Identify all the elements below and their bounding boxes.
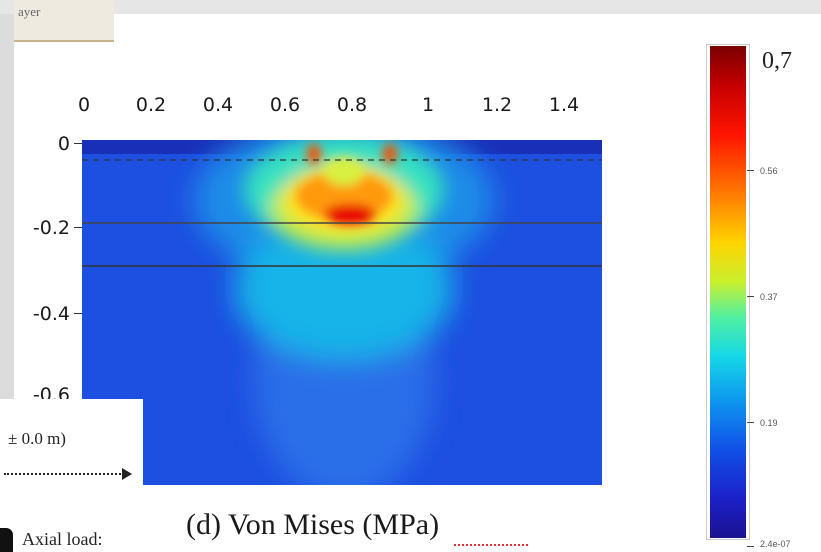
- colorbar-tick: [747, 422, 754, 423]
- y-tick-label: -0.4: [32, 303, 70, 325]
- y-tick-mark: [74, 313, 82, 314]
- axial-load-label: Axial load:: [22, 529, 103, 549]
- overlay-panel[interactable]: ± 0.0 m): [0, 399, 143, 485]
- x-tick-label: 0.6: [269, 94, 301, 116]
- colorbar-tick: [747, 546, 754, 547]
- x-tick-label: 1.4: [548, 94, 580, 116]
- colorbar-tick-label: 0.37: [760, 292, 778, 302]
- corner-tab[interactable]: ayer: [14, 0, 114, 42]
- colorbar-gradient: [710, 46, 746, 538]
- background-strip: [0, 0, 821, 14]
- colorbar-tick-label: 0.56: [760, 166, 778, 176]
- caption-suffix: ): [429, 508, 440, 541]
- y-tick-mark: [74, 227, 82, 228]
- x-tick-label: 0.2: [135, 94, 167, 116]
- spellcheck-underline: [454, 544, 528, 546]
- arrow-head-icon: [122, 468, 132, 480]
- range-text: ± 0.0 m): [8, 429, 66, 448]
- dotted-arrow-line: [4, 473, 124, 475]
- x-tick-label: 0.8: [336, 94, 368, 116]
- x-tick-label: 0.4: [202, 94, 234, 116]
- colorbar-tick-label: 0.19: [760, 418, 778, 428]
- left-edge-panel: [0, 14, 14, 404]
- y-tick-label: -0.2: [32, 217, 70, 239]
- x-tick-label: 1: [421, 94, 435, 116]
- caption-prefix: (d) Von Mises (: [186, 508, 373, 541]
- y-tick-label: 0: [57, 133, 70, 155]
- colorbar-max-label: 0,7: [762, 48, 792, 74]
- corner-tab-label: ayer: [18, 4, 41, 19]
- figure-caption: (d) Von Mises (MPa): [186, 508, 528, 546]
- x-tick-label: 1.2: [481, 94, 513, 116]
- colorbar-tick-label: 2.4e-07: [760, 539, 791, 549]
- caption-unit: MPa: [372, 508, 430, 541]
- colorbar-tick: [747, 296, 754, 297]
- load-marker-icon: [0, 528, 13, 552]
- von-mises-contour-plot: [82, 140, 602, 485]
- y-tick-mark: [74, 143, 82, 144]
- stress-peak-zone: [296, 144, 397, 224]
- x-tick-label: 0: [77, 94, 91, 116]
- colorbar-tick: [747, 170, 754, 171]
